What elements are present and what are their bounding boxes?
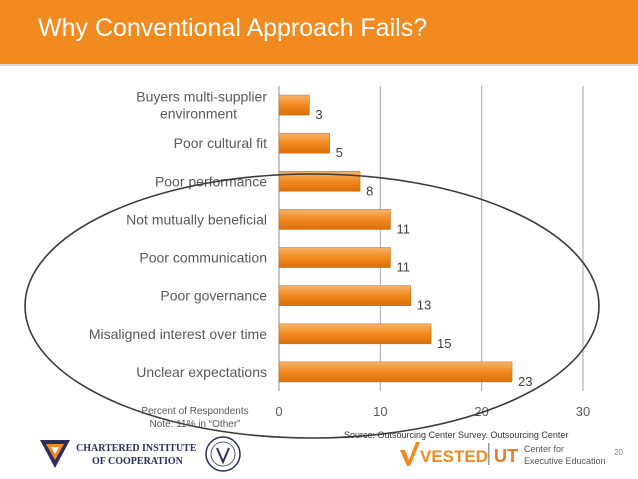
bar	[278, 285, 411, 306]
x-tick-label: 0	[275, 404, 282, 419]
category-label: Poor governance	[160, 288, 267, 304]
bar-value-label: 11	[396, 260, 410, 275]
title-divider	[0, 64, 638, 66]
category-label: Buyers multi-supplier	[136, 89, 267, 105]
source-note: Source: Outsourcing Center Survey. Outso…	[344, 430, 569, 440]
highlight-ellipse	[24, 173, 600, 439]
bar	[278, 361, 513, 383]
category-label: Not mutually beneficial	[126, 211, 267, 227]
category-label: environment	[160, 106, 237, 122]
vested-check-icon	[400, 442, 420, 466]
bar	[278, 247, 391, 268]
vested-ut-logo: VESTED UT Center for Executive Education	[400, 442, 606, 466]
bar-value-label: 15	[437, 336, 451, 351]
category-label: Poor communication	[139, 250, 267, 266]
category-label: Misaligned interest over time	[89, 326, 267, 342]
bar-value-label: 8	[366, 183, 373, 198]
category-label: Poor performance	[155, 173, 267, 189]
category-label: Poor cultural fit	[174, 135, 267, 151]
vested-wordmark: VESTED	[420, 447, 488, 466]
bar	[278, 171, 361, 192]
bar	[278, 323, 432, 345]
ut-mark: UT	[494, 446, 518, 466]
cic-name-line2: OF COOPERATION	[92, 456, 184, 467]
ut-line2: Executive Education	[524, 456, 606, 466]
cic-name-line1: CHARTERED INSTITUTE	[76, 443, 197, 454]
x-tick-label: 10	[373, 404, 387, 419]
category-label: Unclear expectations	[136, 364, 267, 380]
bar	[278, 94, 310, 116]
axis-note-percent: Percent of Respondents	[141, 406, 249, 417]
axis-note-other: Note: 11% in “Other”	[149, 419, 241, 430]
title-bar: Why Conventional Approach Fails?	[0, 0, 638, 64]
bar-value-label: 11	[396, 221, 410, 236]
page-number: 20	[614, 448, 623, 457]
ut-line1: Center for	[524, 444, 564, 454]
x-tick-label: 30	[576, 404, 590, 419]
bar-value-label: 13	[417, 298, 431, 313]
bar-value-label: 3	[315, 107, 322, 122]
bar	[278, 132, 330, 154]
bar-value-label: 5	[336, 145, 343, 160]
x-tick-label: 20	[474, 404, 488, 419]
chartered-institute-logo: CHARTERED INSTITUTE OF COOPERATION	[40, 436, 241, 472]
slide-title: Why Conventional Approach Fails?	[38, 14, 428, 42]
bar	[278, 209, 391, 230]
bar-value-label: 23	[518, 374, 532, 389]
